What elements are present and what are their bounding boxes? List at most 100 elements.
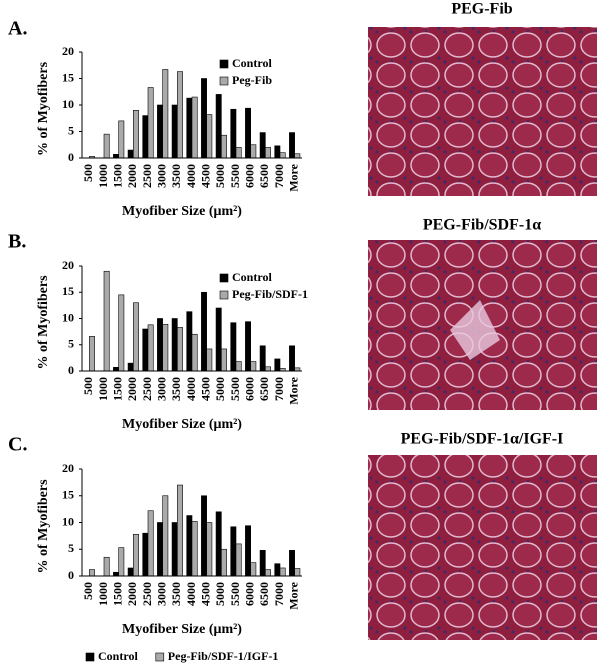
x-tick-label: 4000 xyxy=(184,582,198,606)
bar xyxy=(289,132,295,159)
legend-swatch xyxy=(219,290,229,300)
legend-swatch xyxy=(219,76,229,86)
bar xyxy=(289,550,295,577)
x-tick-label: 500 xyxy=(81,377,95,395)
x-tick-label: 5000 xyxy=(213,164,227,188)
y-tick-label: 15 xyxy=(62,70,74,84)
bar xyxy=(177,327,183,372)
bar xyxy=(215,511,222,577)
x-tick-label: 6000 xyxy=(242,164,256,188)
bar xyxy=(177,71,183,159)
y-axis-title: % of Myofibers xyxy=(36,61,51,156)
bar xyxy=(265,569,271,577)
bar xyxy=(245,321,251,372)
bar xyxy=(235,361,242,372)
x-tick-label: 7000 xyxy=(272,377,286,401)
bar xyxy=(191,333,198,372)
bar xyxy=(103,133,110,159)
bar xyxy=(142,532,149,577)
legend-label: Peg-Fib/SDF-1/IGF-1 xyxy=(168,649,279,663)
x-tick-label: 3000 xyxy=(154,377,168,401)
legend-label: Peg-Fib/SDF-1 xyxy=(232,287,308,301)
x-tick-label: 5500 xyxy=(228,582,242,606)
bar xyxy=(89,569,95,577)
x-tick-label: 2500 xyxy=(140,164,154,188)
bar xyxy=(289,345,295,372)
x-tick-label: 4500 xyxy=(198,377,212,401)
bar xyxy=(127,362,134,372)
x-tick-label: 4500 xyxy=(198,582,212,606)
x-tick-label: 500 xyxy=(81,582,95,600)
bar xyxy=(245,107,251,159)
bar xyxy=(113,153,119,159)
x-tick-label: 4000 xyxy=(184,164,198,188)
x-tick-label: 3500 xyxy=(169,164,183,188)
x-axis-title: Myofiber Size (μm²) xyxy=(122,417,242,432)
bar xyxy=(274,145,281,159)
bar xyxy=(103,270,110,372)
x-tick-label: 7000 xyxy=(272,582,286,606)
bar xyxy=(191,521,198,577)
bar xyxy=(230,322,237,372)
x-axis-title: Myofiber Size (μm²) xyxy=(122,204,242,219)
y-tick-label: 15 xyxy=(62,284,74,298)
x-tick-label: 2500 xyxy=(140,582,154,606)
x-tick-label: 1000 xyxy=(96,164,110,188)
legend-label: Control xyxy=(232,270,272,284)
legend-swatch xyxy=(219,59,229,69)
x-tick-label: 2000 xyxy=(125,377,139,401)
y-tick-label: 5 xyxy=(68,337,74,351)
image-title: PEG-Fib/SDF-1α xyxy=(423,217,541,234)
bar xyxy=(265,366,271,372)
x-tick-label: 3000 xyxy=(154,164,168,188)
y-tick-label: 0 xyxy=(68,568,74,582)
image-title: PEG-Fib/SDF-1α/IGF-I xyxy=(401,431,564,448)
histology-image xyxy=(450,300,500,360)
bar xyxy=(206,114,213,159)
x-tick-label: 1500 xyxy=(110,164,124,188)
x-tick-label: 1000 xyxy=(96,377,110,401)
x-tick-label: 6000 xyxy=(242,582,256,606)
x-tick-label: 6500 xyxy=(257,377,271,401)
bar xyxy=(215,307,222,372)
bar xyxy=(230,108,237,159)
histology-image xyxy=(368,27,597,196)
bar xyxy=(186,311,193,372)
bar xyxy=(157,522,163,577)
x-tick-label: 5000 xyxy=(213,377,227,401)
bar xyxy=(206,522,213,577)
bar xyxy=(250,361,257,372)
x-tick-label: 3000 xyxy=(154,582,168,606)
x-tick-label: 4500 xyxy=(198,164,212,188)
bar xyxy=(171,522,178,577)
bar xyxy=(186,97,193,159)
legend-label: Control xyxy=(232,56,272,70)
y-tick-label: 5 xyxy=(68,123,74,137)
bar xyxy=(127,567,134,577)
bar xyxy=(142,328,149,372)
x-tick-label: More xyxy=(286,581,300,609)
bar xyxy=(215,94,222,159)
bar xyxy=(245,525,251,577)
y-axis-title: % of Myofibers xyxy=(36,275,51,370)
bar xyxy=(279,567,286,577)
bar xyxy=(235,543,242,577)
x-tick-label: 5000 xyxy=(213,582,227,606)
x-tick-label: 5500 xyxy=(228,377,242,401)
bar xyxy=(147,324,154,372)
bar xyxy=(157,104,163,159)
y-tick-label: 10 xyxy=(62,97,74,111)
bar xyxy=(142,115,149,159)
bar xyxy=(250,562,257,577)
x-tick-label: 2000 xyxy=(125,164,139,188)
bar xyxy=(259,550,266,577)
bar xyxy=(133,110,139,159)
bar xyxy=(103,556,110,577)
x-tick-label: 2500 xyxy=(140,377,154,401)
y-tick-label: 15 xyxy=(62,488,74,502)
bar xyxy=(206,348,213,372)
bar xyxy=(113,367,119,372)
bar xyxy=(221,348,227,372)
x-tick-label: 500 xyxy=(81,164,95,182)
